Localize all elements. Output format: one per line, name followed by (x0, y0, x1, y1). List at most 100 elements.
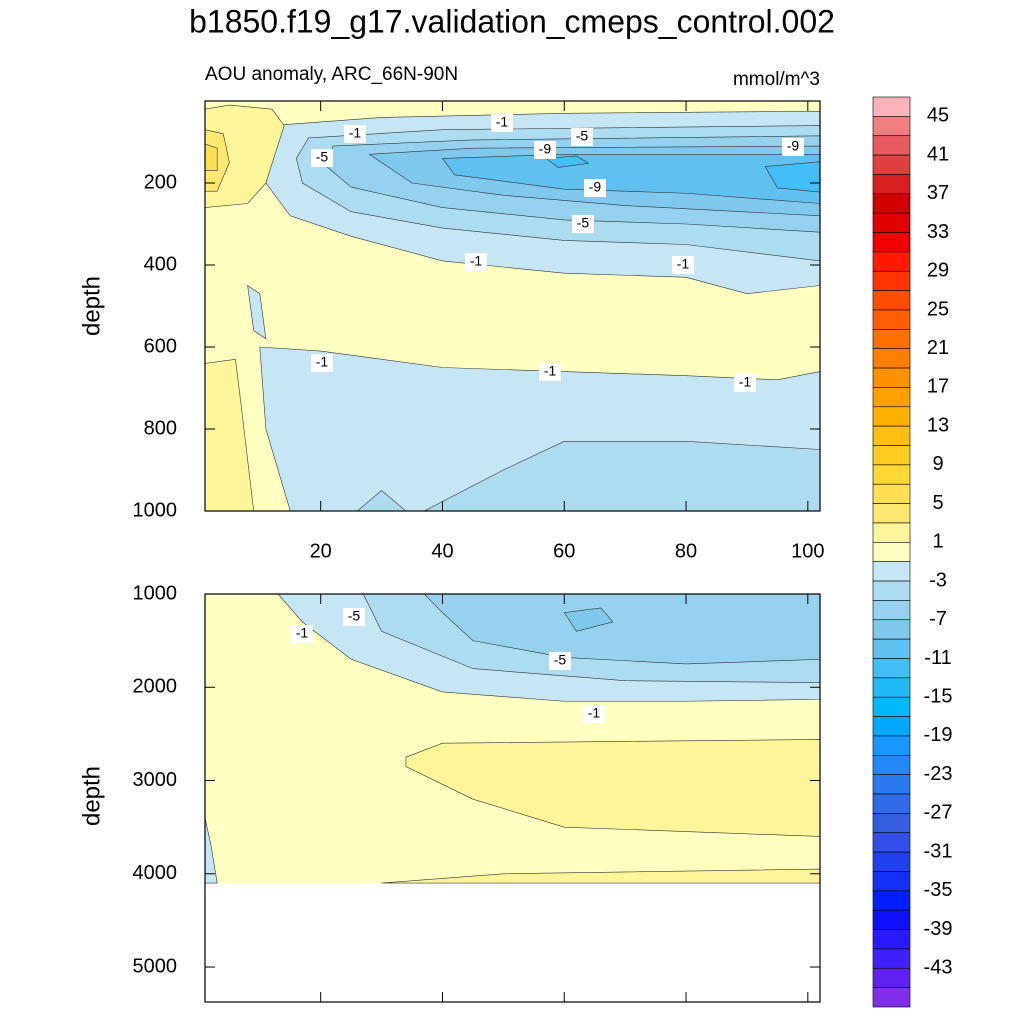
contour-fill (423, 594, 820, 665)
contour-label-box (549, 652, 571, 670)
colorbar-box (872, 154, 911, 175)
contour-label-box (343, 608, 365, 626)
contour-fill (441, 154, 820, 204)
colorbar-box (872, 425, 911, 446)
contour-fill (424, 440, 820, 511)
contour-fill (381, 868, 820, 884)
contour-label-box (734, 374, 756, 392)
colorbar-label: -15 (924, 685, 953, 707)
chart-title: b1850.f19_g17.validation_cmeps_control.0… (189, 3, 835, 39)
contour-fill (563, 607, 614, 632)
y-tick-label: 4000 (133, 862, 178, 884)
colorbar-box (872, 948, 911, 969)
contour-label: -1 (588, 705, 601, 721)
colorbar-box (872, 987, 911, 1008)
y-tick-label: 200 (144, 171, 177, 193)
colorbar-label: 33 (927, 221, 949, 243)
contour-label: -1 (470, 253, 483, 269)
contour-label: -1 (316, 354, 329, 370)
contour-label: -1 (296, 625, 309, 641)
colorbar-box (872, 754, 911, 775)
colorbar-box (872, 251, 911, 272)
x-tick-label: 20 (310, 540, 332, 562)
colorbar-box (872, 174, 911, 195)
contour-fill (205, 817, 218, 884)
contour-label: -9 (589, 179, 602, 195)
contour-fill (205, 104, 285, 208)
colorbar-box (872, 542, 911, 562)
contour-label-box (344, 125, 366, 143)
colorbar-box (872, 638, 911, 659)
units: mmol/m^3 (733, 69, 820, 90)
colorbar-box (872, 580, 911, 601)
colorbar-box (872, 696, 911, 717)
plot-area (205, 101, 820, 511)
colorbar-box (872, 387, 911, 408)
contour-label-box (571, 128, 593, 146)
y-tick-label: 600 (144, 335, 177, 357)
colorbar-label: -43 (924, 957, 953, 979)
colorbar-label: 45 (927, 105, 949, 127)
colorbar-label: -11 (924, 647, 951, 669)
colorbar-box (872, 658, 911, 679)
contour-label-box (311, 354, 333, 372)
contour-label-box (572, 215, 594, 233)
x-tick-label: 80 (675, 540, 697, 562)
contour-label-box (311, 149, 333, 167)
colorbar-box (872, 290, 911, 311)
colorbar-box (872, 677, 911, 698)
colorbar-label: -39 (924, 918, 953, 940)
subtitle: AOU anomaly, ARC_66N-90N (205, 64, 458, 85)
colorbar-box (872, 793, 911, 814)
colorbar-box (872, 716, 911, 737)
colorbar-box (872, 193, 911, 214)
x-tick-label: 60 (553, 540, 575, 562)
colorbar-box (872, 871, 911, 892)
contour-label: -5 (348, 608, 361, 624)
y-tick-label: 3000 (133, 769, 178, 791)
colorbar-box (872, 813, 911, 834)
contour-fill (356, 490, 407, 511)
contour-label: -9 (787, 138, 800, 154)
colorbar-label: -23 (924, 763, 953, 785)
contour-label-box (584, 179, 606, 197)
contour-fill (405, 739, 820, 837)
colorbar-label: 37 (927, 182, 949, 204)
colorbar-box (872, 774, 911, 795)
y-tick-label: 1000 (133, 499, 178, 521)
colorbar-box (872, 464, 911, 485)
contour-label-box (491, 114, 513, 132)
y-tick-label: 1000 (133, 582, 178, 604)
colorbar-box (872, 735, 911, 756)
colorbar-box (872, 929, 911, 950)
y-tick-label: 2000 (133, 676, 178, 698)
colorbar-label: 17 (927, 376, 949, 398)
colorbar-box (872, 348, 911, 369)
colorbar-box (872, 406, 911, 427)
contour-label-box (672, 256, 694, 274)
contour-label: -1 (677, 256, 690, 272)
contour-label: -9 (539, 141, 552, 157)
y-tick-label: 800 (144, 417, 177, 439)
colorbar-label: 9 (932, 453, 943, 475)
y-tick-label: 5000 (133, 955, 178, 977)
contour-label-box (291, 625, 313, 643)
contour-label-box (534, 141, 556, 159)
contour-label-box (465, 253, 487, 271)
colorbar-box (872, 503, 911, 524)
colorbar-label: -3 (929, 569, 947, 591)
colorbar-box (872, 367, 911, 388)
plot-area (205, 594, 820, 884)
contour-label: -1 (349, 125, 362, 141)
colorbar-box (872, 561, 911, 582)
contour-label: -5 (577, 215, 590, 231)
colorbar-label: -19 (924, 724, 953, 746)
colorbar-box (872, 135, 911, 156)
y-axis-label: depth (78, 276, 105, 336)
colorbar-label: -35 (924, 879, 953, 901)
contour-label: -1 (544, 363, 557, 379)
x-tick-label: 100 (791, 540, 824, 562)
contour-fill (545, 155, 590, 168)
colorbar-label: 25 (927, 298, 949, 320)
colorbar-label: -27 (924, 802, 953, 824)
